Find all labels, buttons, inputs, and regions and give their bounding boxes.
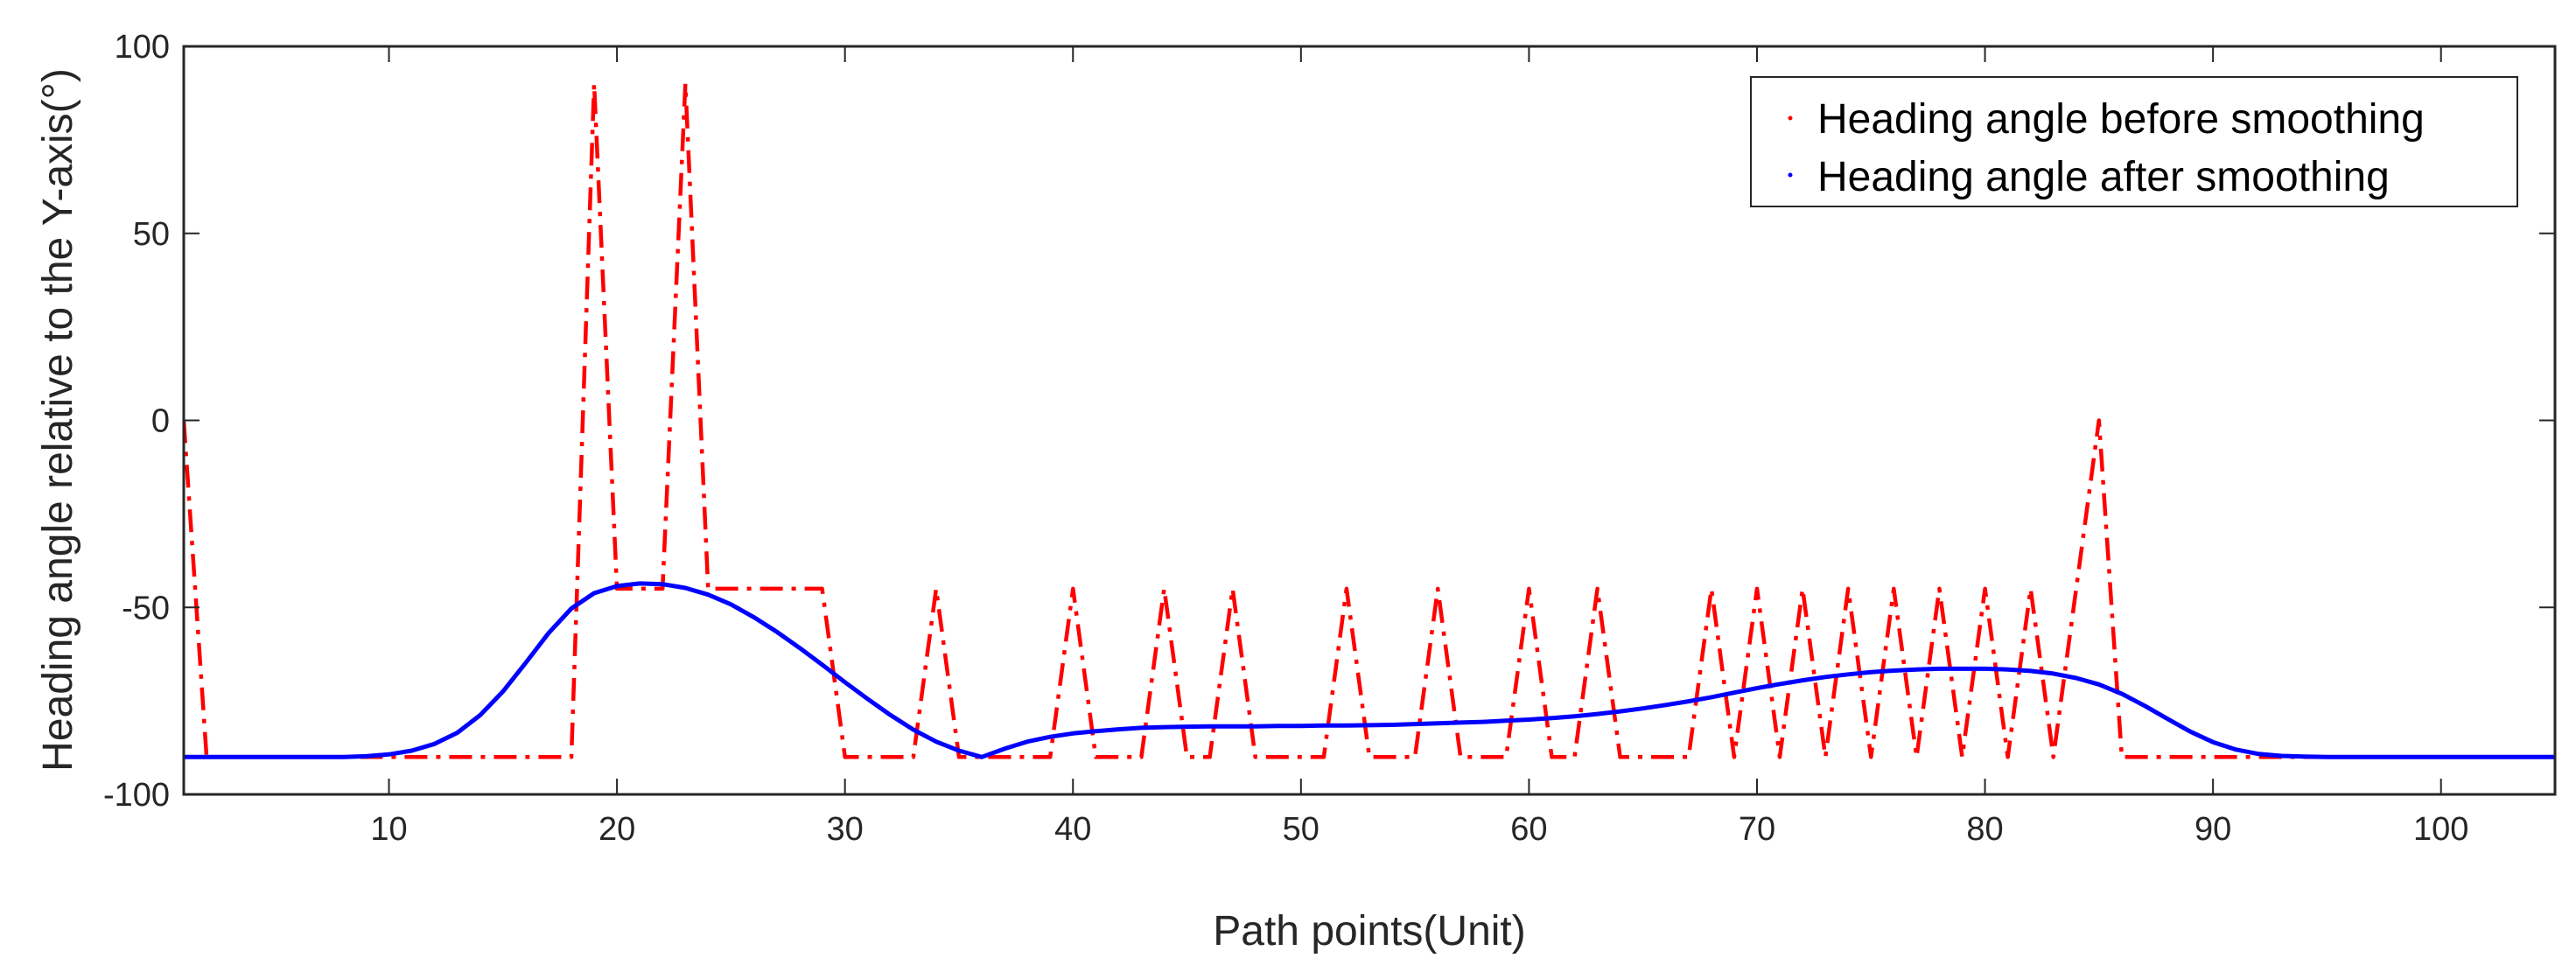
legend-box [1750,76,2518,207]
x-tick-label: 10 [370,811,407,848]
y-tick-label: 50 [133,216,170,253]
y-axis-ticks: -100 -50 0 50 100 [103,29,2555,814]
legend-label-after: Heading angle after smoothing [1817,154,2390,200]
x-tick-label: 80 [1966,811,2003,848]
series-line-after-smoothing [184,581,2555,759]
x-tick-label: 70 [1739,811,1775,848]
x-tick-label: 20 [598,811,635,848]
series-layer [184,81,2555,759]
y-tick-label: -100 [103,777,170,814]
x-axis-title: Path points(Unit) [1213,908,1526,955]
y-tick-label: -50 [122,590,170,626]
legend: Heading angle before smoothing Heading a… [1750,76,2518,207]
x-tick-label: 100 [2413,811,2468,848]
y-tick-label: 0 [151,403,170,440]
x-tick-label: 90 [2194,811,2231,848]
x-tick-label: 60 [1510,811,1547,848]
y-tick-label: 100 [115,29,170,66]
y-axis-title: Heading angle relative to the Y-axis(°) [35,68,81,772]
x-tick-label: 50 [1283,811,1320,848]
x-axis-ticks: 10 20 30 40 50 60 70 80 90 100 [370,46,2468,848]
legend-marker-before [1788,115,1793,121]
series-line-before-smoothing [184,81,2555,759]
legend-label-before: Heading angle before smoothing [1817,96,2425,143]
x-tick-label: 30 [827,811,864,848]
legend-marker-after [1788,172,1793,178]
x-tick-label: 40 [1054,811,1091,848]
